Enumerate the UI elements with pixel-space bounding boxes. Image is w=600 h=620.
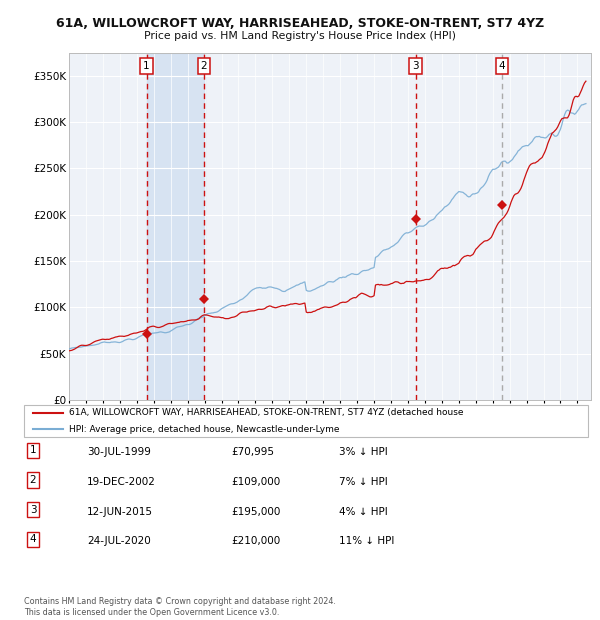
Text: Contains HM Land Registry data © Crown copyright and database right 2024.
This d: Contains HM Land Registry data © Crown c… — [24, 598, 336, 617]
Text: £70,995: £70,995 — [231, 447, 274, 457]
Text: 4% ↓ HPI: 4% ↓ HPI — [339, 507, 388, 516]
Text: 1: 1 — [29, 445, 37, 455]
Text: 19-DEC-2002: 19-DEC-2002 — [87, 477, 156, 487]
Text: 61A, WILLOWCROFT WAY, HARRISEAHEAD, STOKE-ON-TRENT, ST7 4YZ: 61A, WILLOWCROFT WAY, HARRISEAHEAD, STOK… — [56, 17, 544, 30]
Text: 3: 3 — [29, 505, 37, 515]
Text: 24-JUL-2020: 24-JUL-2020 — [87, 536, 151, 546]
Text: 3% ↓ HPI: 3% ↓ HPI — [339, 447, 388, 457]
Text: £109,000: £109,000 — [231, 477, 280, 487]
Text: £210,000: £210,000 — [231, 536, 280, 546]
Text: Price paid vs. HM Land Registry's House Price Index (HPI): Price paid vs. HM Land Registry's House … — [144, 31, 456, 41]
Text: 61A, WILLOWCROFT WAY, HARRISEAHEAD, STOKE-ON-TRENT, ST7 4YZ (detached house: 61A, WILLOWCROFT WAY, HARRISEAHEAD, STOK… — [69, 409, 464, 417]
Text: 4: 4 — [499, 61, 506, 71]
Text: 4: 4 — [29, 534, 37, 544]
Text: 2: 2 — [29, 475, 37, 485]
Text: 30-JUL-1999: 30-JUL-1999 — [87, 447, 151, 457]
Text: 7% ↓ HPI: 7% ↓ HPI — [339, 477, 388, 487]
Bar — [146, 53, 205, 400]
Text: 1: 1 — [143, 61, 150, 71]
Text: 11% ↓ HPI: 11% ↓ HPI — [339, 536, 394, 546]
Text: £195,000: £195,000 — [231, 507, 280, 516]
Text: 3: 3 — [412, 61, 419, 71]
Text: 12-JUN-2015: 12-JUN-2015 — [87, 507, 153, 516]
Text: 2: 2 — [200, 61, 208, 71]
Text: HPI: Average price, detached house, Newcastle-under-Lyme: HPI: Average price, detached house, Newc… — [69, 425, 340, 433]
